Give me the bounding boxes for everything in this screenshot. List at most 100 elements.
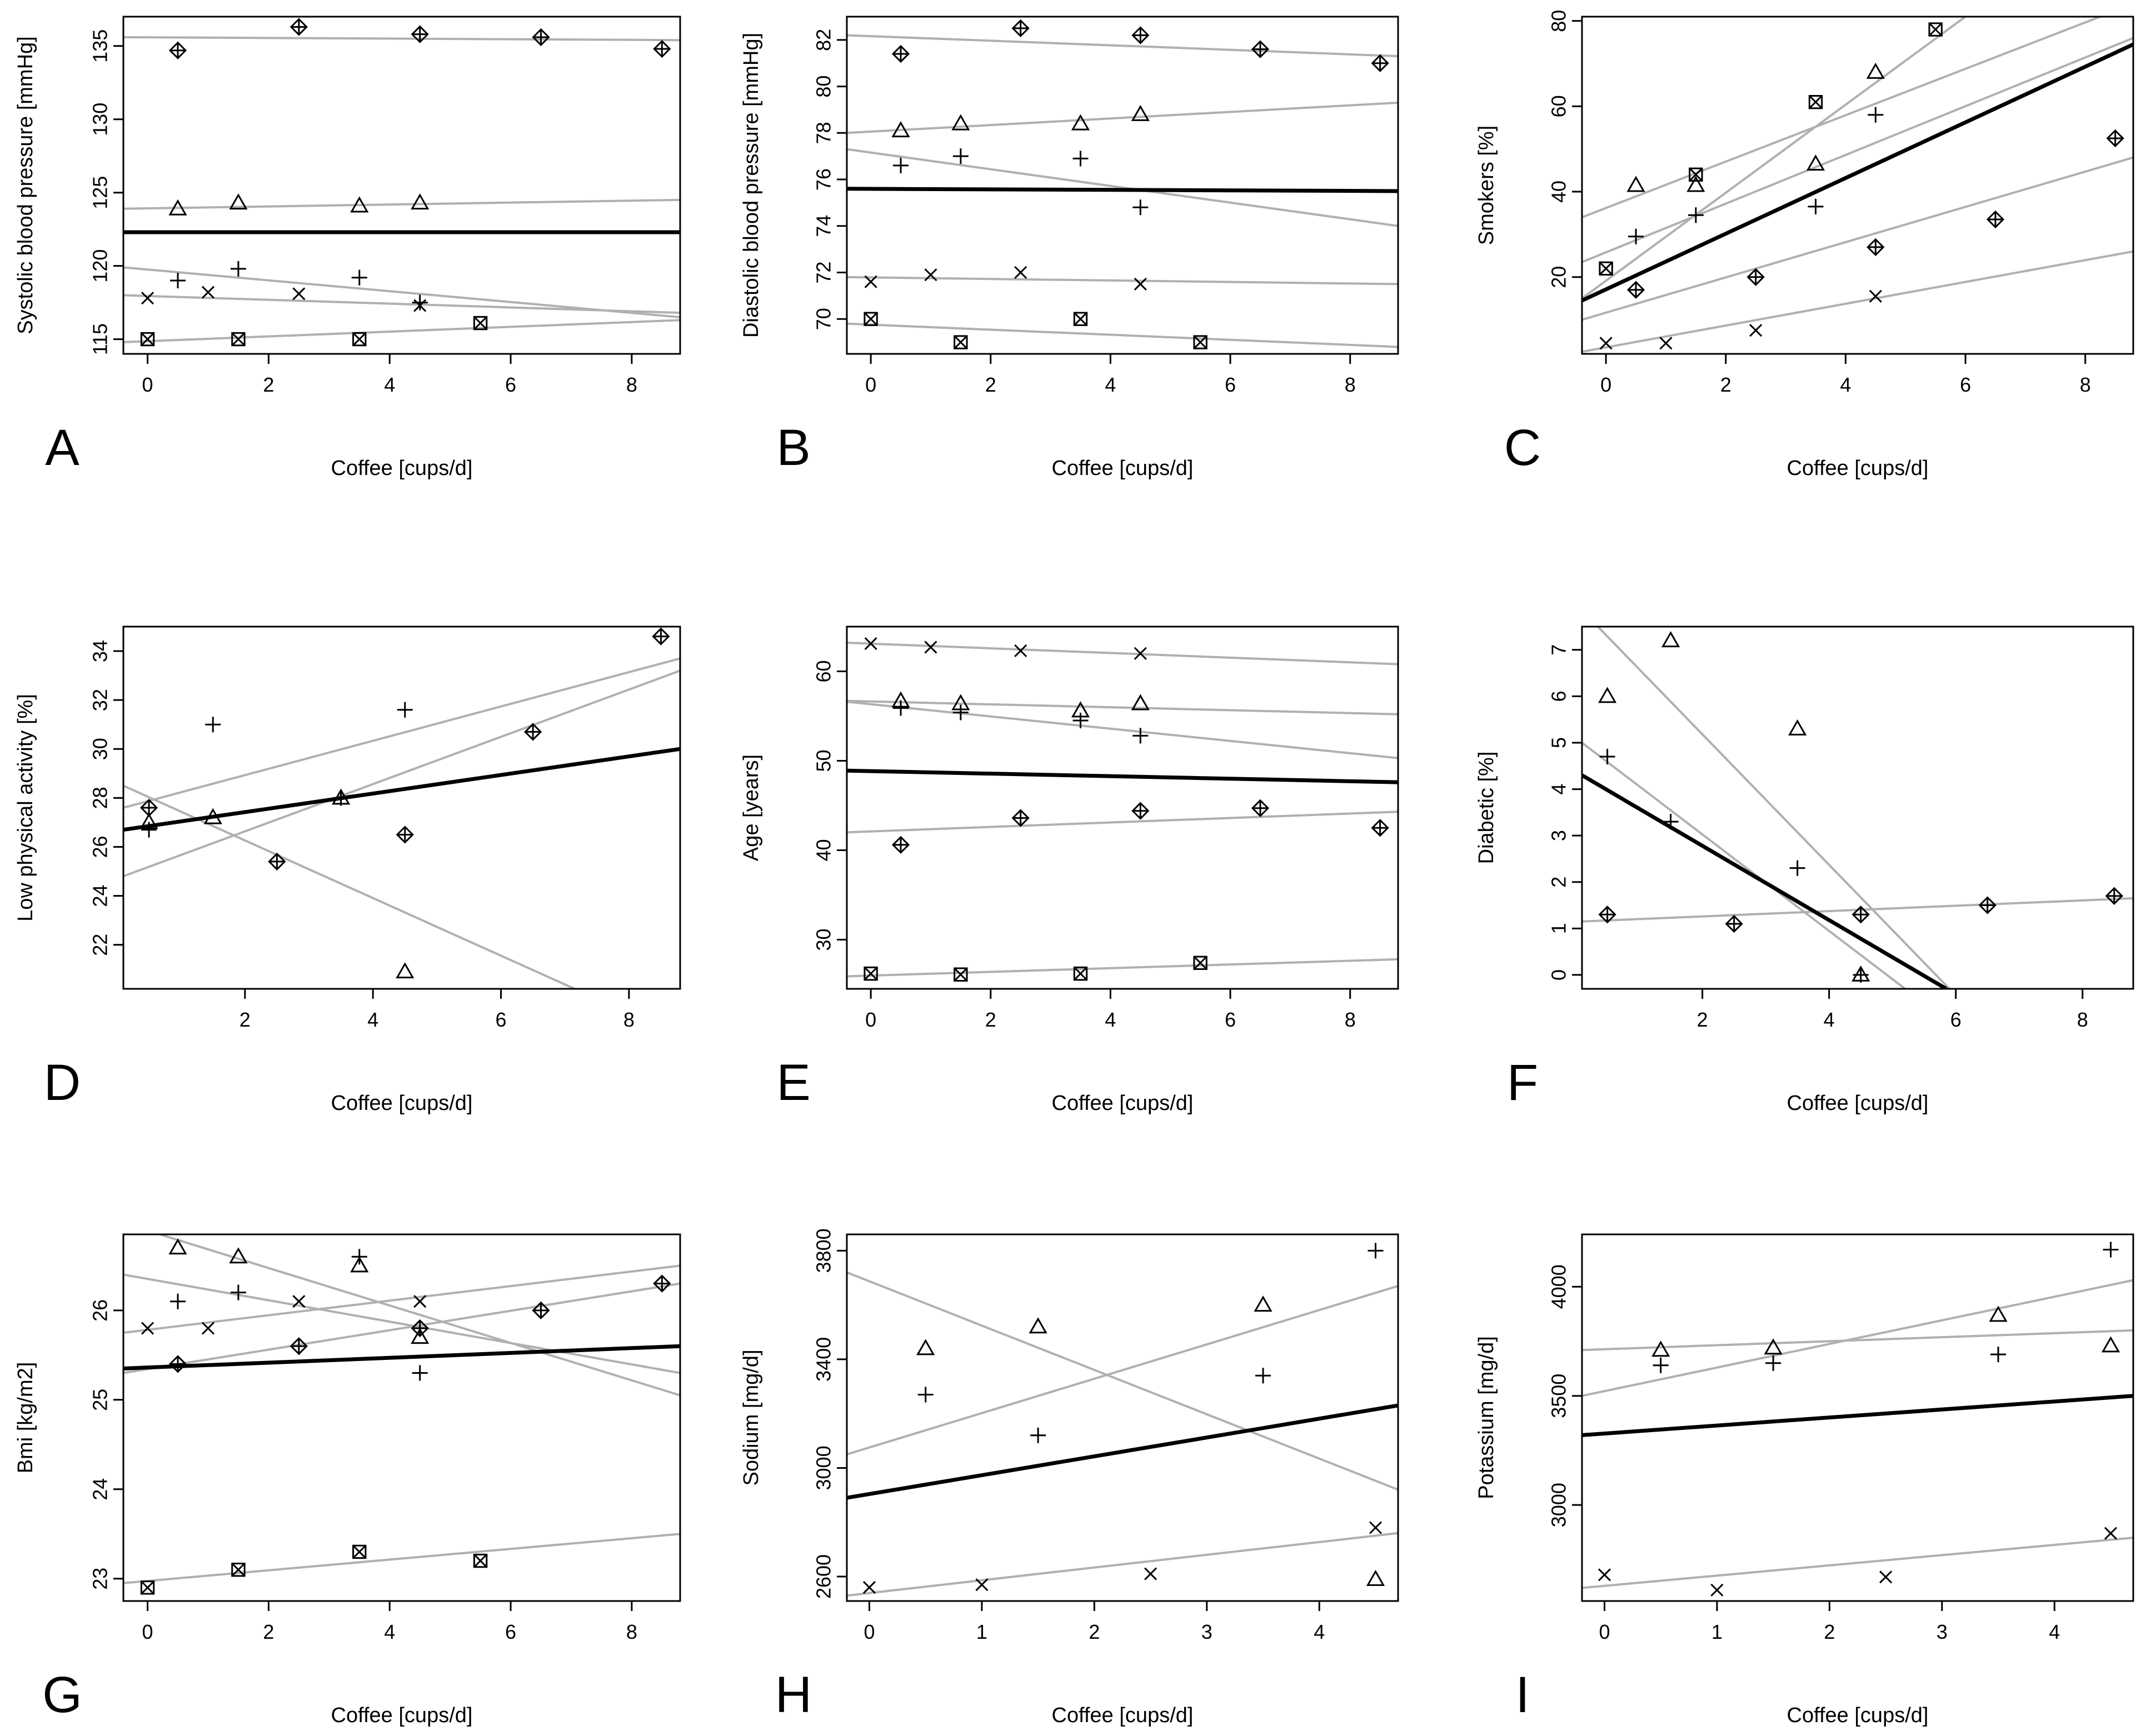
series-square	[864, 312, 1207, 349]
panel-letter: G	[42, 1667, 82, 1723]
plus-marker	[412, 1365, 428, 1381]
cross-marker	[1710, 1583, 1724, 1597]
x-axis: 2 4 6 8	[239, 989, 635, 1031]
diamond-plus-marker	[1598, 905, 1616, 924]
x-tick-label: 4	[367, 1008, 378, 1031]
y-tick-label: 80	[1548, 10, 1570, 32]
panel-letter: D	[44, 1054, 81, 1111]
y-tick-label: 6	[1548, 691, 1570, 702]
series-plus	[893, 148, 1149, 216]
plus-marker	[1368, 1243, 1384, 1259]
series-plus	[893, 700, 1149, 744]
cross-marker	[1134, 647, 1147, 660]
triangle-marker	[229, 1247, 248, 1264]
x-tick-label: 2	[239, 1008, 251, 1031]
triangle-marker	[1661, 631, 1680, 648]
y-axis-label: Diastolic blood pressure [mmHg]	[740, 33, 763, 338]
plus-marker	[205, 717, 221, 733]
overall-line	[1582, 773, 1948, 989]
trend-line	[1582, 742, 1906, 989]
trend-line	[123, 1273, 680, 1374]
x-tick-label: 4	[2049, 1620, 2060, 1643]
cross-marker	[1369, 1521, 1383, 1534]
series-diamond-plus	[891, 799, 1389, 854]
triangle-marker	[1626, 176, 1645, 192]
y-tick-label: 32	[89, 689, 112, 711]
y-tick-label: 24	[89, 885, 112, 907]
diamond-plus-marker	[1251, 799, 1270, 817]
y-axis: 3000 3500 4000	[1548, 1264, 1582, 1527]
x-tick-label: 2	[985, 1008, 996, 1031]
cross-marker	[1014, 266, 1027, 279]
y-tick-label: 26	[89, 1299, 112, 1322]
diamond-plus-marker	[1011, 809, 1030, 827]
x-tick-label: 2	[263, 373, 274, 396]
plus-marker	[893, 700, 909, 716]
trend-line	[123, 1282, 680, 1374]
triangle-marker	[411, 193, 430, 210]
y-axis: 30 40 50 60	[812, 660, 847, 950]
plot-frame	[846, 16, 1399, 355]
diamond-plus-marker	[1866, 238, 1885, 257]
trend-line	[123, 784, 575, 989]
y-tick-label: 60	[1548, 95, 1570, 117]
trend-line	[123, 294, 680, 314]
trend-line	[123, 669, 680, 878]
y-tick-label: 0	[1548, 969, 1570, 980]
data-points	[864, 19, 1389, 349]
triangle-marker	[1254, 1295, 1272, 1312]
series-square	[864, 955, 1207, 982]
diamond-plus-marker	[2106, 129, 2124, 148]
plus-marker	[1132, 199, 1149, 216]
y-tick-label: 4	[1548, 784, 1570, 795]
triangle-marker	[411, 1328, 430, 1344]
diamond-plus-marker	[396, 826, 414, 844]
diamond-plus-marker	[290, 18, 308, 36]
x-tick-label: 8	[626, 1620, 637, 1643]
x-axis-label: Coffee [cups/d]	[1052, 1092, 1194, 1115]
cross-marker	[864, 637, 877, 651]
x-tick-label: 0	[142, 373, 153, 396]
trend-line	[1582, 156, 2133, 321]
square-marker	[231, 1562, 246, 1577]
triangle-marker	[203, 808, 222, 824]
trend-lines	[847, 641, 1398, 978]
x-tick-label: 8	[626, 373, 637, 396]
data-points	[139, 627, 670, 979]
y-tick-label: 22	[89, 934, 112, 956]
y-tick-label: 135	[89, 29, 112, 63]
trend-line	[1582, 17, 1967, 299]
square-marker	[140, 1580, 155, 1595]
y-axis-label: Age [years]	[740, 754, 763, 861]
diamond-plus-marker	[1851, 905, 1870, 924]
y-axis: 70 72 74 76 78 80 82	[812, 29, 847, 330]
cross-marker	[924, 268, 937, 282]
series-diamond-plus	[1598, 887, 2123, 933]
square-marker	[473, 1553, 488, 1568]
y-tick-label: 3000	[812, 1445, 835, 1490]
plus-marker	[1868, 107, 1884, 123]
series-plus	[1653, 1242, 2119, 1373]
diamond-plus-marker	[1251, 40, 1270, 58]
x-tick-label: 2	[1089, 1620, 1100, 1643]
triangle-marker	[350, 196, 369, 213]
y-axis: 0 1 2 3 4 5 6 7	[1548, 644, 1582, 980]
y-axis-label: Smokers [%]	[1475, 126, 1498, 245]
y-tick-label: 76	[812, 168, 835, 191]
plus-marker	[1132, 728, 1149, 744]
triangle-marker	[1764, 1338, 1783, 1355]
triangle-marker	[229, 193, 248, 210]
x-axis-label: Coffee [cups/d]	[331, 457, 473, 480]
triangle-marker	[1989, 1305, 2008, 1322]
cross-marker	[1869, 289, 1882, 303]
series-triangle	[168, 193, 430, 216]
triangle-marker	[1806, 154, 1825, 171]
series-cross	[141, 286, 427, 312]
trend-line	[123, 1264, 680, 1334]
cross-marker	[924, 641, 937, 654]
x-tick-label: 0	[142, 1620, 153, 1643]
x-axis-label: Coffee [cups/d]	[1052, 1704, 1194, 1727]
plus-marker	[230, 261, 246, 277]
x-tick-label: 3	[1937, 1620, 1948, 1643]
triangle-marker	[168, 1238, 187, 1255]
